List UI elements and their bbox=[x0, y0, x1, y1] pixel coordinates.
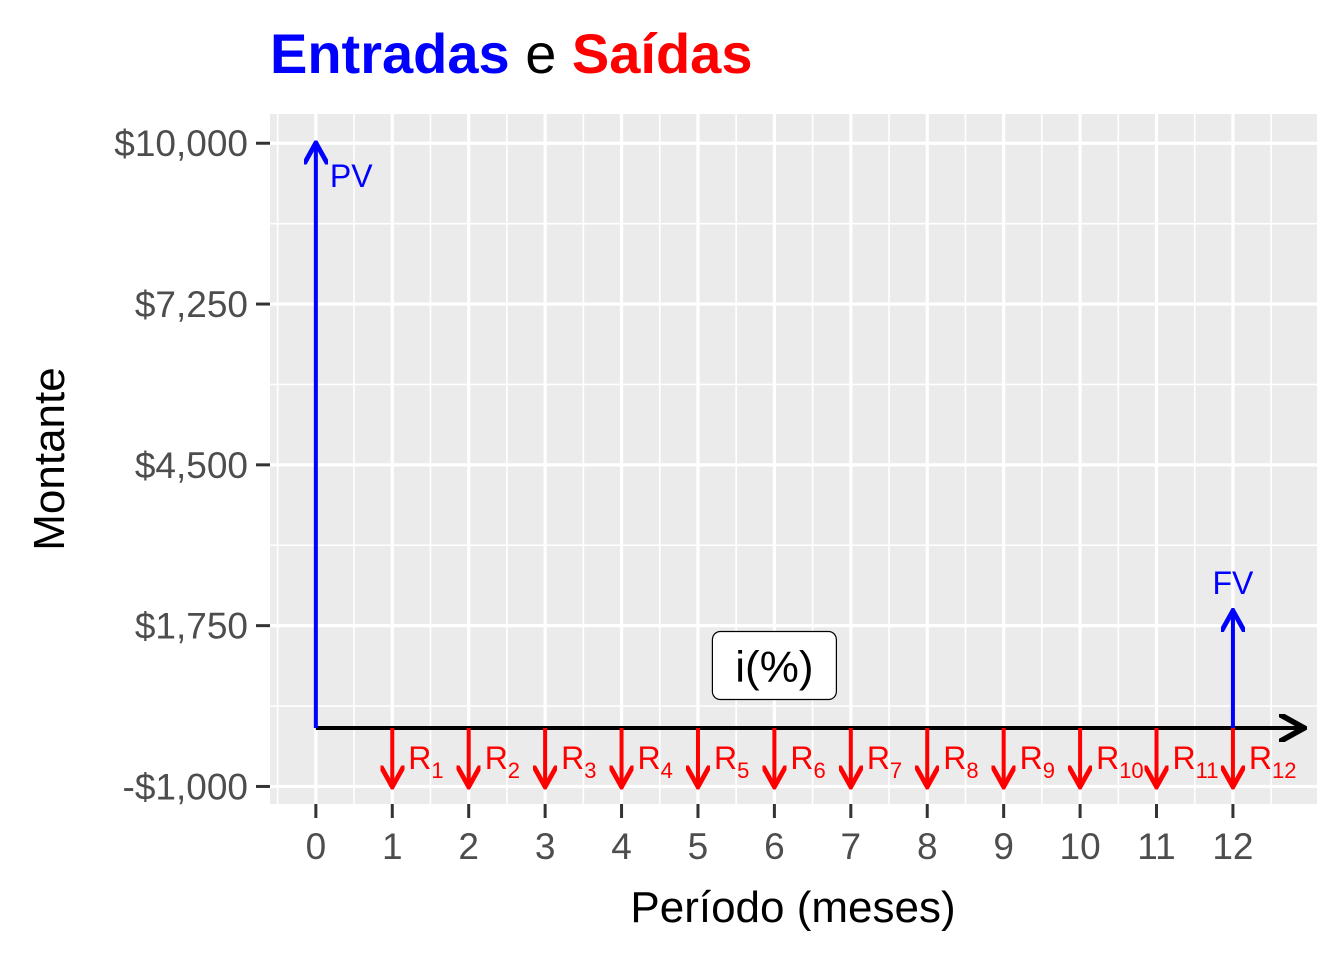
outflow-label-sub: 10 bbox=[1119, 758, 1143, 783]
outflow-label: R9 bbox=[1020, 740, 1055, 783]
chart-title: Entradas e Saídas bbox=[270, 22, 752, 85]
outflow-label: R2 bbox=[485, 740, 520, 783]
outflow-label-sub: 1 bbox=[431, 758, 443, 783]
outflow-label-main: R bbox=[943, 740, 966, 776]
x-tick-label: 2 bbox=[458, 826, 479, 867]
outflow-label-main: R bbox=[867, 740, 890, 776]
y-tick-label: $1,750 bbox=[135, 606, 248, 647]
y-tick-label: $10,000 bbox=[114, 123, 248, 164]
minor-gridlines bbox=[270, 114, 1317, 804]
outflow-label: R8 bbox=[943, 740, 978, 783]
y-axis-label: Montante bbox=[25, 367, 74, 550]
outflow-label: R3 bbox=[561, 740, 596, 783]
rate-label-box: i(%) bbox=[711, 630, 837, 701]
x-tick-label: 12 bbox=[1212, 826, 1253, 867]
title-part-0: Entradas bbox=[270, 22, 510, 85]
outflow-label-main: R bbox=[638, 740, 661, 776]
x-tick-label: 10 bbox=[1060, 826, 1101, 867]
outflow-arrows: R1 R2 R3 R4 R5 R6 R7 R8 R9 R10 R11 R12 bbox=[392, 727, 1297, 784]
x-tick-label: 11 bbox=[1137, 826, 1175, 867]
x-tick-label: 9 bbox=[993, 826, 1014, 867]
outflow-label-sub: 5 bbox=[737, 758, 749, 783]
inflow-label: FV bbox=[1212, 565, 1254, 601]
x-tick-label: 6 bbox=[764, 826, 785, 867]
title-part-2: Saídas bbox=[572, 22, 753, 85]
x-tick-label: 4 bbox=[611, 826, 632, 867]
outflow-label-sub: 4 bbox=[661, 758, 673, 783]
x-axis: 0 1 2 3 4 5 6 7 8 9 10 11 12 bbox=[306, 804, 1254, 867]
y-tick-label: $7,250 bbox=[135, 284, 248, 325]
outflow-label-main: R bbox=[790, 740, 813, 776]
y-tick-label: -$1,000 bbox=[123, 766, 249, 807]
x-tick-label: 5 bbox=[688, 826, 709, 867]
outflow-label-main: R bbox=[714, 740, 737, 776]
outflow-label-sub: 12 bbox=[1272, 758, 1296, 783]
outflow-label: R5 bbox=[714, 740, 749, 783]
outflow-label-main: R bbox=[1249, 740, 1272, 776]
x-tick-label: 7 bbox=[841, 826, 862, 867]
rate-label-background bbox=[711, 630, 837, 701]
x-tick-label: 1 bbox=[382, 826, 403, 867]
outflow-label-sub: 7 bbox=[890, 758, 902, 783]
outflow-label-main: R bbox=[408, 740, 431, 776]
outflow-label: R10 bbox=[1096, 740, 1144, 783]
outflow-label-main: R bbox=[1020, 740, 1043, 776]
title-part-1: e bbox=[510, 22, 572, 85]
outflow-label: R4 bbox=[638, 740, 673, 783]
outflow-label: R11 bbox=[1173, 740, 1219, 783]
rate-label: i(%) bbox=[735, 643, 813, 692]
outflow-label-main: R bbox=[1173, 740, 1196, 776]
outflow-label-sub: 11 bbox=[1196, 758, 1219, 783]
inflow-arrows: PV FV bbox=[316, 145, 1254, 728]
outflow-label-main: R bbox=[1096, 740, 1119, 776]
inflow-label: PV bbox=[330, 158, 373, 194]
x-tick-label: 8 bbox=[917, 826, 938, 867]
outflow-label-sub: 3 bbox=[584, 758, 596, 783]
outflow-label: R7 bbox=[867, 740, 902, 783]
x-tick-label: 3 bbox=[535, 826, 556, 867]
outflow-label: R12 bbox=[1249, 740, 1297, 783]
outflow-label: R1 bbox=[408, 740, 443, 783]
outflow-label-main: R bbox=[561, 740, 584, 776]
outflow-label-sub: 9 bbox=[1043, 758, 1055, 783]
y-axis: $10,000 $7,250 $4,500 $1,750 -$1,000 bbox=[114, 123, 270, 807]
outflow-label: R6 bbox=[790, 740, 825, 783]
x-tick-label: 0 bbox=[306, 826, 327, 867]
x-axis-label: Período (meses) bbox=[630, 883, 955, 932]
outflow-label-main: R bbox=[485, 740, 508, 776]
major-gridlines bbox=[270, 114, 1317, 804]
y-tick-label: $4,500 bbox=[135, 445, 248, 486]
outflow-label-sub: 8 bbox=[966, 758, 978, 783]
outflow-label-sub: 2 bbox=[508, 758, 520, 783]
plot-panel bbox=[270, 114, 1317, 804]
outflow-label-sub: 6 bbox=[814, 758, 826, 783]
